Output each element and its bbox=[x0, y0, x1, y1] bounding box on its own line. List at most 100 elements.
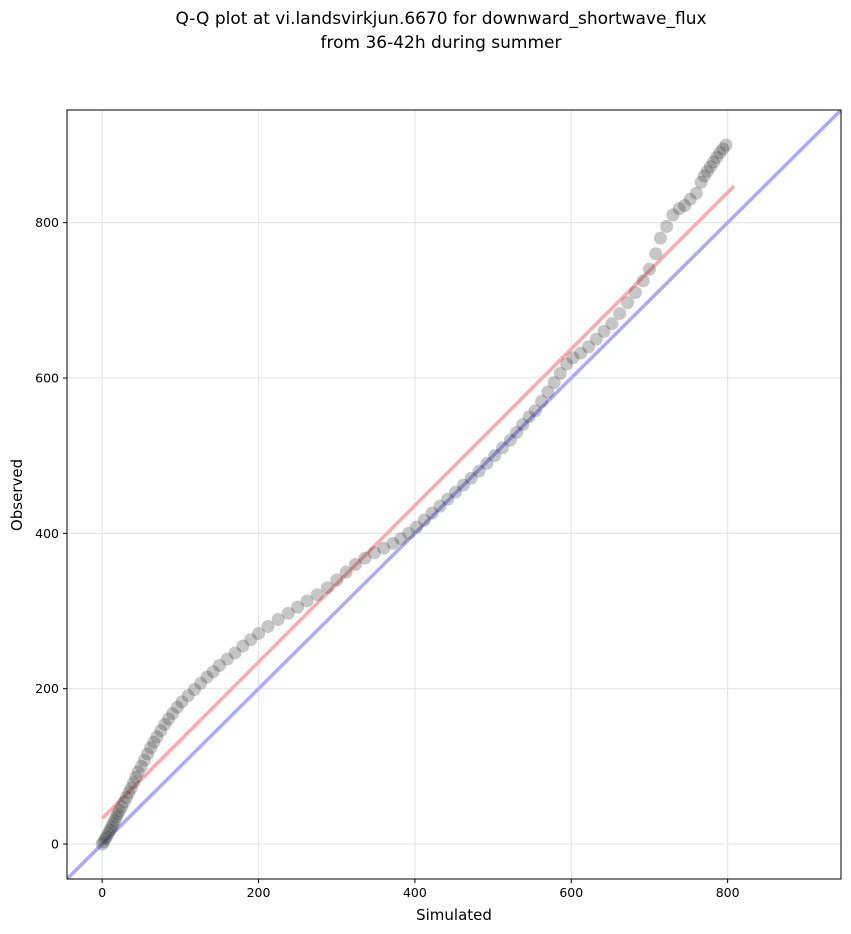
qq-point bbox=[105, 820, 119, 834]
reference-lines bbox=[67, 110, 841, 879]
qq-point bbox=[320, 581, 334, 595]
qq-point bbox=[394, 532, 408, 546]
qq-point bbox=[441, 492, 455, 506]
y-tick-label: 0 bbox=[51, 837, 59, 852]
qq-point bbox=[425, 506, 439, 520]
qq-point bbox=[628, 286, 642, 300]
qq-point bbox=[547, 376, 561, 390]
qq-point bbox=[719, 138, 733, 152]
qq-point bbox=[339, 565, 353, 579]
qq-point bbox=[653, 231, 667, 245]
qq-point bbox=[206, 665, 220, 679]
qq-point bbox=[126, 776, 140, 790]
qq-point bbox=[402, 526, 416, 540]
qq-point bbox=[141, 747, 155, 761]
qq-point bbox=[713, 146, 727, 160]
qq-point bbox=[480, 456, 494, 470]
qq-point bbox=[666, 208, 680, 222]
qq-point bbox=[109, 810, 123, 824]
qq-point bbox=[449, 485, 463, 499]
qq-point bbox=[386, 536, 400, 550]
qq-point bbox=[522, 410, 536, 424]
qq-point bbox=[111, 807, 125, 821]
qq-point bbox=[697, 169, 711, 183]
qq-point bbox=[710, 150, 724, 164]
qq-point bbox=[456, 478, 470, 492]
qq-point bbox=[553, 366, 567, 380]
y-tick-label: 400 bbox=[35, 526, 59, 541]
qq-point bbox=[694, 175, 708, 189]
qq-point bbox=[166, 707, 180, 721]
qq-point bbox=[348, 557, 362, 571]
qq-point bbox=[144, 741, 158, 755]
x-axis-label: Simulated bbox=[416, 906, 492, 924]
qq-point bbox=[129, 770, 143, 784]
x-tick-label: 0 bbox=[98, 885, 106, 900]
qq-point bbox=[605, 317, 619, 331]
qq-point bbox=[636, 274, 650, 288]
y-tick-label: 200 bbox=[35, 681, 59, 696]
qq-point bbox=[101, 826, 115, 840]
qq-point bbox=[472, 464, 486, 478]
qq-point bbox=[621, 296, 635, 310]
qq-point bbox=[464, 471, 478, 485]
qq-point bbox=[541, 385, 555, 399]
y-axis-ticks: 0 200 400 600 800 bbox=[35, 215, 67, 852]
qq-point bbox=[528, 404, 542, 418]
qq-point bbox=[678, 199, 692, 213]
qq-point bbox=[134, 759, 148, 773]
qq-point bbox=[228, 646, 242, 660]
y-tick-label: 800 bbox=[35, 215, 59, 230]
qq-point bbox=[194, 676, 208, 690]
qq-point bbox=[409, 520, 423, 534]
qq-point bbox=[672, 202, 686, 216]
qq-point bbox=[581, 340, 595, 354]
qq-point bbox=[417, 513, 431, 527]
qq-point bbox=[158, 717, 172, 731]
qq-point bbox=[181, 689, 195, 703]
qq-point bbox=[97, 835, 111, 849]
qq-point bbox=[510, 425, 524, 439]
chart-title-line1: Q-Q plot at vi.landsvirkjun.6670 for dow… bbox=[175, 9, 706, 29]
qq-point bbox=[503, 433, 517, 447]
data-points bbox=[95, 138, 733, 851]
qq-point bbox=[170, 700, 184, 714]
qq-point bbox=[488, 449, 502, 463]
qq-point bbox=[271, 613, 285, 627]
qq-point bbox=[642, 262, 656, 276]
qq-point bbox=[683, 192, 697, 206]
qq-point bbox=[112, 804, 126, 818]
qq-point bbox=[162, 712, 176, 726]
qq-point bbox=[106, 817, 120, 831]
qq-point bbox=[716, 142, 730, 156]
qq-point bbox=[122, 786, 136, 800]
qq-point bbox=[707, 155, 721, 169]
qq-point bbox=[124, 781, 138, 795]
qq-point bbox=[700, 164, 714, 178]
fit-line bbox=[100, 184, 736, 820]
x-axis-ticks: 0 200 400 600 800 bbox=[98, 879, 740, 900]
qq-point bbox=[119, 790, 133, 804]
qq-point bbox=[291, 600, 305, 614]
qq-point bbox=[660, 220, 674, 234]
qq-point bbox=[236, 639, 250, 653]
qq-point bbox=[117, 795, 131, 809]
x-tick-label: 400 bbox=[403, 885, 427, 900]
qq-point bbox=[175, 695, 189, 709]
y-tick-label: 600 bbox=[35, 370, 59, 385]
qq-point bbox=[150, 730, 164, 744]
qq-point bbox=[154, 724, 168, 738]
qq-point bbox=[187, 682, 201, 696]
qq-point bbox=[281, 606, 295, 620]
qq-point bbox=[147, 735, 161, 749]
qq-point bbox=[98, 832, 112, 846]
qq-point bbox=[108, 814, 122, 828]
qq-point bbox=[358, 551, 372, 565]
x-tick-label: 200 bbox=[247, 885, 271, 900]
qq-point bbox=[689, 186, 703, 200]
grid-lines bbox=[67, 110, 841, 879]
qq-point bbox=[252, 627, 266, 641]
qq-point bbox=[137, 753, 151, 767]
qq-point bbox=[115, 800, 129, 814]
